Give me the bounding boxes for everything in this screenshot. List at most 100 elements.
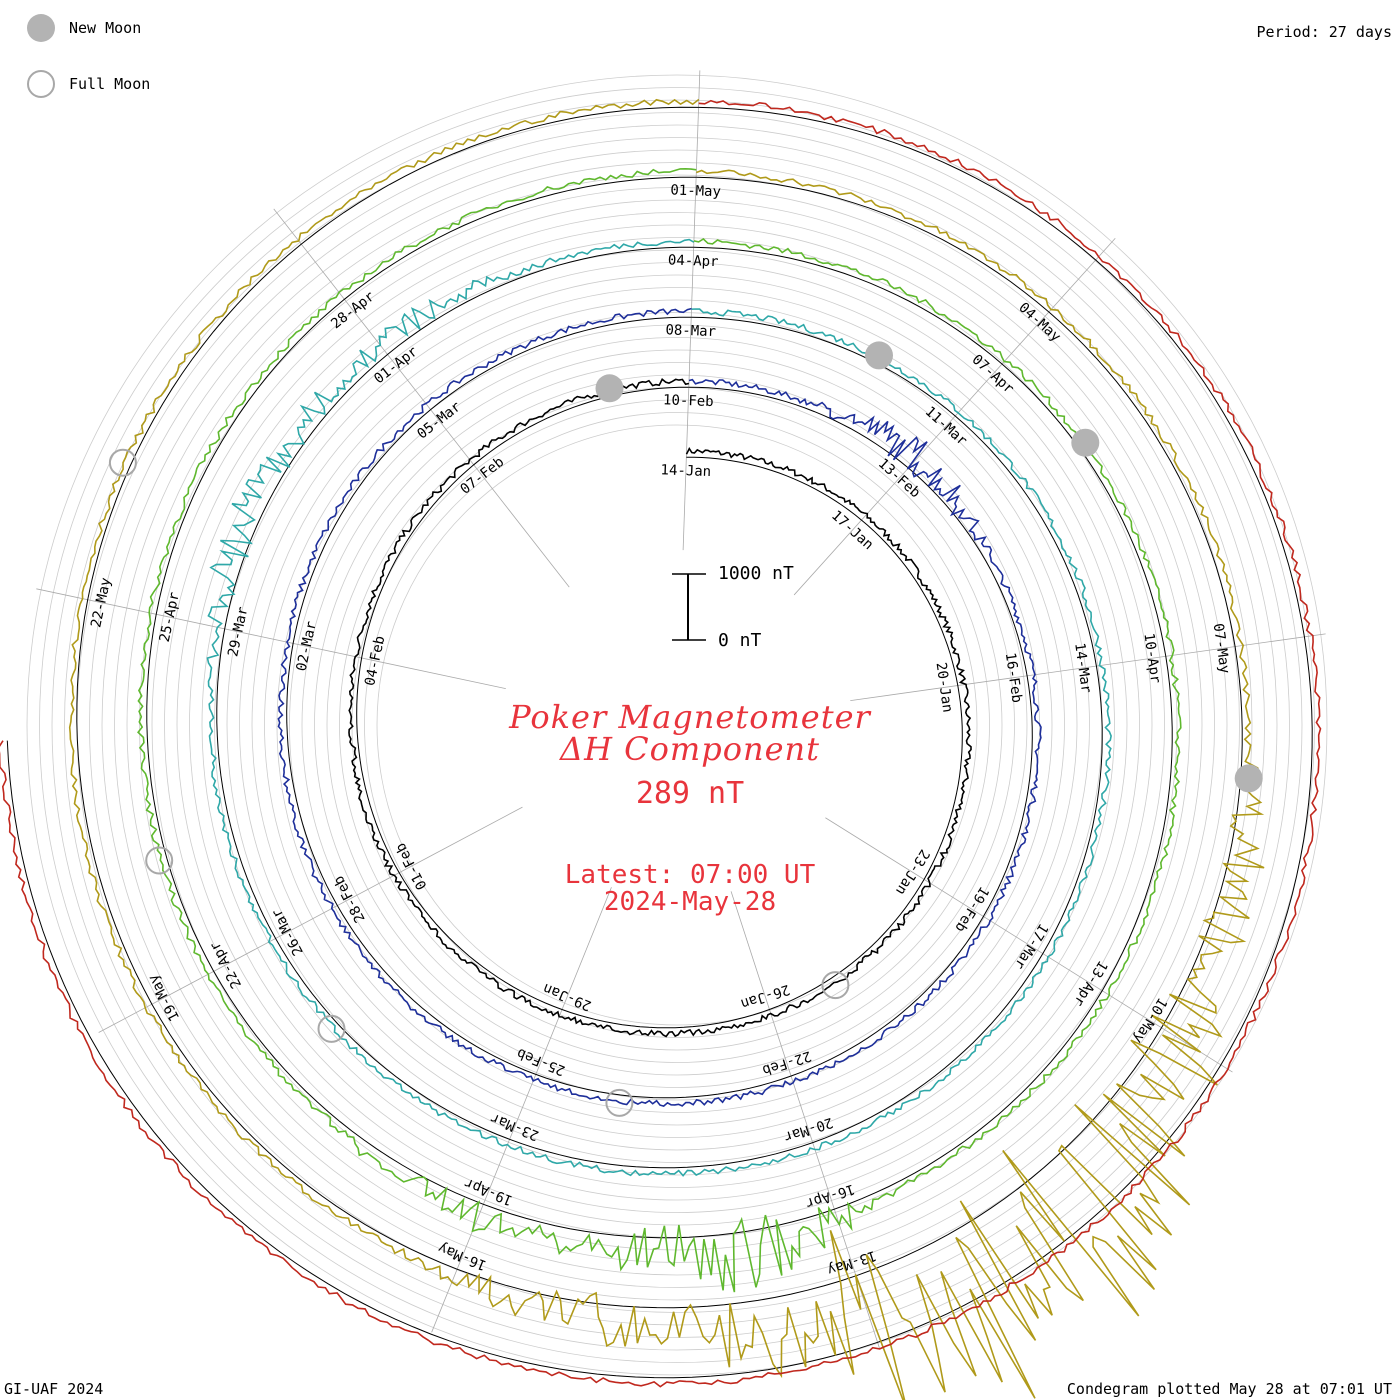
date-label: 04-Apr	[668, 252, 719, 270]
full-moon-marker	[605, 1088, 634, 1117]
new-moon-marker	[865, 341, 893, 370]
current-value: 289 nT	[635, 776, 745, 811]
scale-bar	[672, 573, 706, 641]
date-label: 14-Jan	[660, 462, 711, 480]
legend-full-moon: Full Moon	[27, 70, 150, 98]
scale-bottom-label: 0 nT	[718, 630, 762, 651]
full-moon-marker	[108, 448, 137, 477]
date-label: 07-Feb	[457, 454, 507, 498]
date-label: 04-May	[1015, 300, 1063, 346]
date-label: 10-Feb	[663, 392, 714, 410]
day-spoke	[825, 817, 1233, 1073]
series-trace	[137, 167, 1182, 1293]
grid-ring	[64, 112, 1290, 1338]
date-label: 01-Apr	[371, 344, 421, 388]
legend-new-moon: New Moon	[27, 14, 141, 42]
date-label: 13-Apr	[1070, 958, 1110, 1009]
date-label: 22-Feb	[760, 1047, 813, 1078]
day-spoke	[431, 887, 612, 1333]
date-label: 29-Jan	[541, 980, 594, 1014]
day-spoke	[850, 633, 1326, 702]
grid-ring	[214, 262, 1140, 1188]
scale-top-label: 1000 nT	[718, 563, 794, 584]
grid-ring	[151, 199, 1203, 1251]
period-label: Period: 27 days	[1256, 23, 1392, 41]
new-moon-marker	[1234, 764, 1263, 793]
date-label: 17-Mar	[1011, 920, 1051, 971]
grid-ring	[51, 99, 1303, 1351]
reference-spiral	[76, 106, 1243, 1309]
date-label: 19-Apr	[462, 1174, 515, 1208]
grid-ring	[101, 149, 1253, 1301]
reference-spiral	[356, 386, 963, 1029]
latest-date: 2024-May-28	[603, 887, 777, 917]
grid-ring	[189, 237, 1165, 1213]
day-spoke	[273, 208, 570, 588]
full-moon-marker	[145, 846, 174, 875]
date-label: 13-Feb	[875, 456, 923, 502]
date-label: 07-Apr	[969, 352, 1017, 398]
date-label: 16-May	[436, 1239, 489, 1273]
series-trace	[348, 378, 972, 1038]
full-moon-marker	[821, 971, 850, 1000]
grid-ring	[239, 287, 1115, 1163]
full-moon-marker	[317, 1014, 346, 1043]
reference-spiral	[146, 176, 1173, 1239]
date-label: 22-May	[88, 576, 114, 629]
reference-spiral	[216, 246, 1103, 1169]
date-label: 29-Mar	[225, 605, 251, 658]
series-trace	[68, 98, 1265, 1400]
new-moon-icon	[27, 14, 55, 42]
day-spokes	[36, 70, 1326, 1349]
date-label: 17-Jan	[828, 508, 876, 554]
grid-ring	[201, 249, 1153, 1201]
series-trace	[0, 99, 1322, 1388]
date-label: 19-May	[145, 971, 183, 1023]
grid-ring	[89, 137, 1265, 1313]
date-label: 04-Feb	[362, 634, 388, 687]
date-label: 10-Apr	[1140, 632, 1163, 684]
grid-ring	[276, 324, 1078, 1126]
day-spoke	[730, 891, 880, 1349]
day-spoke	[793, 237, 1116, 596]
grid-ring	[39, 87, 1315, 1363]
reference-spirals	[6, 106, 1313, 1379]
reference-spiral	[286, 316, 1033, 1099]
legend-full-moon-label: Full Moon	[69, 75, 151, 93]
moon-markers	[108, 341, 1263, 1117]
date-label: 28-Apr	[328, 288, 378, 332]
day-spoke	[98, 806, 523, 1033]
data-traces	[0, 98, 1322, 1400]
grid-ring	[26, 74, 1328, 1376]
date-label: 26-Jan	[739, 981, 792, 1012]
new-moon-marker	[595, 374, 624, 403]
grid-ring	[264, 312, 1090, 1138]
footer-credit: GI-UAF 2024	[4, 1380, 104, 1398]
date-label: 14-Mar	[1071, 642, 1094, 694]
grid-ring	[326, 374, 1028, 1076]
series-trace	[206, 238, 1112, 1177]
date-label: 25-Apr	[157, 591, 183, 644]
new-moon-marker	[1071, 428, 1100, 457]
date-label: 08-Mar	[665, 322, 716, 340]
grid-ring	[289, 337, 1065, 1113]
date-label: 02-Mar	[294, 620, 320, 673]
date-label: 20-Mar	[782, 1114, 835, 1145]
reference-spiral	[6, 106, 1313, 1379]
latest-time: Latest: 07:00 UT	[564, 860, 816, 890]
series-trace	[277, 307, 1042, 1107]
chart-title: Poker Magnetometer	[509, 698, 871, 736]
chart-subtitle: ΔH Component	[559, 730, 821, 768]
full-moon-icon	[27, 70, 55, 98]
grid-ring	[126, 174, 1228, 1276]
footer-plot-time: Condegram plotted May 28 at 07:01 UT	[1066, 1380, 1392, 1398]
date-label: 20-Jan	[933, 661, 956, 713]
legend-new-moon-label: New Moon	[69, 19, 142, 37]
grid-ring	[114, 162, 1240, 1288]
grid-ring	[364, 412, 990, 1038]
grid-ring	[139, 187, 1215, 1263]
date-label: 01-May	[670, 182, 721, 200]
grid-ring	[376, 424, 978, 1026]
day-spoke	[36, 588, 506, 690]
